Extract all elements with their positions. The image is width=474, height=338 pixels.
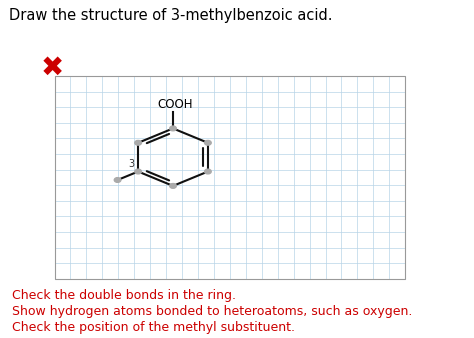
- Circle shape: [135, 141, 141, 145]
- Circle shape: [205, 141, 211, 145]
- Text: Draw the structure of 3-methylbenzoic acid.: Draw the structure of 3-methylbenzoic ac…: [9, 8, 333, 23]
- Text: COOH: COOH: [158, 98, 193, 111]
- Circle shape: [135, 169, 141, 174]
- Circle shape: [114, 177, 121, 183]
- Circle shape: [170, 126, 176, 131]
- Text: 3: 3: [128, 159, 134, 169]
- Bar: [55, 76, 405, 279]
- Text: Check the double bonds in the ring.: Check the double bonds in the ring.: [12, 289, 236, 302]
- Text: Check the position of the methyl substituent.: Check the position of the methyl substit…: [12, 321, 295, 334]
- Circle shape: [170, 184, 176, 188]
- Text: ✖: ✖: [40, 54, 64, 81]
- Circle shape: [205, 169, 211, 174]
- Text: Show hydrogen atoms bonded to heteroatoms, such as oxygen.: Show hydrogen atoms bonded to heteroatom…: [12, 305, 412, 318]
